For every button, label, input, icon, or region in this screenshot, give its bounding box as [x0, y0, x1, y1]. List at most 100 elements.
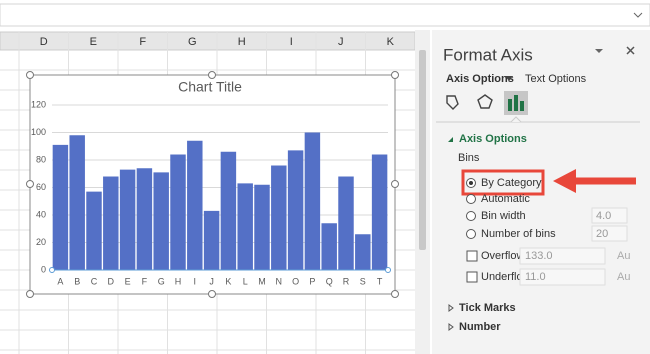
bar[interactable] — [187, 140, 203, 270]
resize-handle[interactable] — [26, 71, 34, 79]
column-header[interactable]: H — [238, 36, 246, 48]
column-header[interactable]: K — [387, 36, 395, 48]
resize-handle[interactable] — [208, 290, 216, 298]
x-tick-label: L — [243, 276, 248, 286]
bar[interactable] — [287, 150, 304, 270]
x-tick-label: O — [292, 276, 299, 286]
section-title[interactable]: Axis Options — [459, 133, 527, 145]
panel-menu[interactable] — [595, 49, 603, 53]
bin-width-input[interactable] — [591, 207, 628, 224]
underflow-value[interactable]: 11.0 — [525, 271, 546, 283]
column-header[interactable]: I — [290, 36, 293, 48]
radio-label[interactable]: Bin width — [481, 210, 526, 222]
tab[interactable]: Text Options — [525, 73, 587, 85]
y-tick-label: 100 — [31, 127, 46, 137]
divider-notch — [510, 116, 522, 123]
bar[interactable] — [52, 144, 69, 270]
bar[interactable] — [136, 168, 153, 270]
icon-bar — [514, 95, 518, 111]
x-tick-label: F — [142, 276, 148, 286]
section-title[interactable]: Tick Marks — [459, 302, 516, 314]
radio-label[interactable]: Automatic — [481, 193, 530, 205]
y-tick-label: 0 — [41, 264, 46, 274]
bar[interactable] — [321, 223, 337, 270]
collapsed-icon[interactable] — [448, 304, 454, 312]
x-tick-label: N — [276, 276, 283, 286]
x-tick-label: D — [108, 276, 115, 286]
overflow-input[interactable] — [519, 247, 606, 265]
x-tick-label: C — [91, 276, 98, 286]
auto-button[interactable]: Au — [617, 250, 630, 262]
x-tick-label: M — [258, 276, 266, 286]
x-tick-label: E — [125, 276, 131, 286]
scroll-thumb[interactable] — [419, 50, 426, 250]
close-button[interactable] — [626, 46, 635, 55]
resize-handle[interactable] — [391, 180, 399, 188]
section-title[interactable]: Number — [459, 321, 501, 333]
resize-handle[interactable] — [208, 71, 216, 79]
resize-handle[interactable] — [391, 71, 399, 79]
bar[interactable] — [237, 183, 253, 270]
bins-value[interactable]: 20 — [596, 228, 608, 240]
x-tick-label: R — [343, 276, 350, 286]
bar[interactable] — [304, 132, 321, 271]
bar[interactable] — [103, 176, 119, 271]
bar[interactable] — [355, 234, 371, 270]
effects-icon[interactable] — [477, 94, 493, 109]
fill-icon[interactable] — [446, 95, 459, 110]
bar[interactable] — [69, 135, 85, 270]
bar[interactable] — [271, 165, 287, 271]
tab-dropdown[interactable] — [505, 76, 513, 81]
plot: 0 20 40 60 80 100 120 A B C D E F G H I J K L M N O P Q R S T — [26, 71, 399, 298]
auto-button[interactable]: Au — [617, 271, 630, 283]
column-header[interactable]: G — [188, 36, 197, 48]
bins-input[interactable] — [591, 225, 628, 242]
bar[interactable] — [254, 184, 270, 270]
radio-label[interactable]: Number of bins — [481, 228, 556, 240]
bar[interactable] — [119, 169, 136, 270]
bar[interactable] — [203, 210, 220, 270]
x-tick-label: A — [57, 276, 63, 286]
bar[interactable] — [86, 191, 102, 270]
x-tick-label: B — [74, 276, 80, 286]
icon-bar — [508, 99, 512, 111]
column-header[interactable]: E — [90, 36, 97, 48]
radio[interactable] — [466, 229, 476, 239]
axis-handle — [385, 267, 391, 273]
expand-icon[interactable] — [633, 12, 643, 18]
radio[interactable] — [466, 194, 476, 204]
checkbox[interactable] — [466, 271, 478, 283]
overflow-value[interactable]: 133.0 — [525, 250, 553, 262]
tab[interactable]: Axis Options — [446, 73, 514, 85]
bins-label: Bins — [458, 152, 480, 164]
radio-group: By Category Automatic Bin width Number of b… — [466, 177, 556, 240]
underflow-input[interactable] — [519, 268, 606, 286]
format-panel — [432, 30, 650, 354]
chart-title[interactable]: Chart Title — [178, 79, 242, 95]
y-tick-label: 120 — [31, 99, 46, 109]
column-header[interactable]: J — [338, 36, 344, 48]
resize-handle[interactable] — [26, 180, 34, 188]
resize-handle[interactable] — [391, 290, 399, 298]
bar[interactable] — [371, 154, 388, 271]
bin-width-value[interactable]: 4.0 — [596, 210, 611, 222]
x-tick-label: T — [377, 276, 383, 286]
panel-title: Format Axis — [443, 45, 533, 64]
column-header[interactable]: F — [139, 36, 146, 48]
x-tick-label: S — [360, 276, 366, 286]
checkbox[interactable] — [466, 250, 478, 262]
collapsed-icon[interactable] — [448, 323, 454, 331]
bar[interactable] — [170, 154, 186, 271]
bar[interactable] — [338, 176, 354, 271]
arrow-head — [553, 169, 576, 193]
bar[interactable] — [220, 151, 237, 270]
column-header[interactable]: D — [40, 36, 48, 48]
y-tick-label: 40 — [36, 209, 46, 219]
formula-input[interactable] — [0, 3, 650, 27]
expanded-icon[interactable] — [448, 137, 453, 142]
radio[interactable] — [466, 211, 476, 221]
column-header-row — [0, 31, 416, 51]
radio-label[interactable]: By Category — [481, 177, 542, 189]
bar[interactable] — [153, 172, 169, 270]
resize-handle[interactable] — [26, 290, 34, 298]
